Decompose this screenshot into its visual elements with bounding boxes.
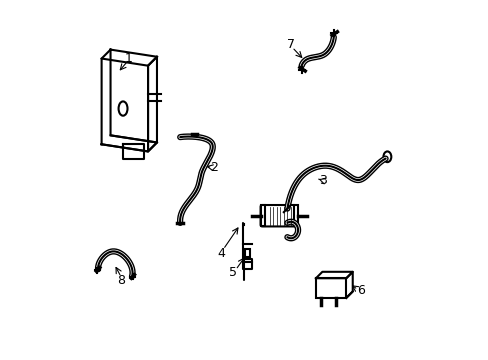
Bar xyxy=(244,249,249,257)
Text: 3: 3 xyxy=(319,174,326,186)
Text: 1: 1 xyxy=(124,52,132,65)
Bar xyxy=(260,205,264,226)
FancyBboxPatch shape xyxy=(260,205,296,226)
Text: 8: 8 xyxy=(117,274,125,287)
Text: 5: 5 xyxy=(228,266,237,279)
Text: 6: 6 xyxy=(356,284,364,297)
Bar xyxy=(293,205,298,226)
Ellipse shape xyxy=(383,152,390,162)
Bar xyxy=(315,278,346,298)
Text: 2: 2 xyxy=(210,161,218,174)
Text: 4: 4 xyxy=(217,247,225,260)
Text: 7: 7 xyxy=(286,38,294,51)
